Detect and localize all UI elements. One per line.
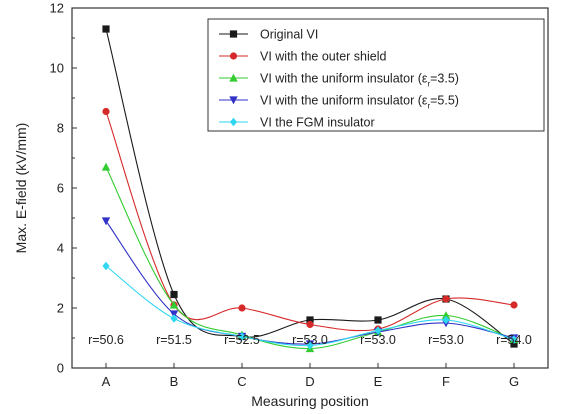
- radius-annotation: r=54.0: [496, 333, 532, 347]
- y-tick-label: 8: [57, 121, 64, 136]
- data-point-marker: [102, 261, 110, 271]
- series-line: [105, 111, 515, 332]
- legend-box: [207, 18, 545, 132]
- data-point-marker: [169, 300, 179, 309]
- data-point-marker: [101, 217, 111, 226]
- radius-annotation: r=52.5: [224, 333, 260, 347]
- y-tick-label: 0: [57, 361, 64, 376]
- legend-label: VI with the outer shield: [260, 50, 387, 64]
- data-point-marker: [306, 316, 314, 324]
- data-point-marker: [101, 162, 111, 171]
- y-tick-label: 12: [50, 1, 64, 16]
- x-tick-label: E: [374, 374, 383, 389]
- y-axis-title: Max. E-field (kV/mm): [13, 123, 29, 254]
- data-point-marker: [510, 340, 518, 348]
- series-group: [101, 217, 519, 349]
- data-point-marker: [510, 335, 518, 344]
- x-tick-label: D: [305, 374, 314, 389]
- data-point-marker: [374, 326, 382, 335]
- x-tick-label: F: [442, 374, 450, 389]
- data-point-marker: [510, 301, 518, 309]
- x-tick-label: C: [237, 374, 246, 389]
- legend-marker: [229, 96, 238, 105]
- series-group: [102, 261, 518, 350]
- y-tick-label: 2: [57, 301, 64, 316]
- x-tick-label: A: [102, 374, 111, 389]
- data-point-marker: [238, 332, 246, 341]
- y-tick-label: 6: [57, 181, 64, 196]
- radius-annotation: r=51.5: [156, 333, 192, 347]
- radius-annotation: r=53.0: [360, 333, 396, 347]
- legend-marker: [229, 52, 238, 60]
- data-point-marker: [306, 341, 314, 350]
- y-tick-label: 10: [50, 61, 64, 76]
- data-point-marker: [306, 320, 314, 329]
- data-point-marker: [442, 315, 450, 325]
- series-group: [102, 107, 518, 333]
- y-tick-label: 4: [57, 241, 64, 256]
- legend-label: VI the FGM insulator: [260, 116, 375, 130]
- data-point-marker: [102, 107, 110, 116]
- legend-label: VI with the uniform insulator (εr=5.5): [260, 94, 459, 111]
- data-point-marker: [374, 316, 382, 324]
- radius-annotation: r=53.0: [428, 333, 464, 347]
- x-tick-label: G: [509, 374, 519, 389]
- legend-marker: [229, 117, 238, 127]
- data-point-marker: [170, 290, 178, 299]
- data-point-marker: [102, 25, 110, 33]
- data-point-marker: [238, 304, 246, 312]
- data-point-marker: [441, 311, 451, 320]
- radius-annotation: r=50.6: [88, 333, 124, 347]
- data-point-marker: [170, 314, 178, 323]
- radius-annotation: r=53.0: [292, 333, 328, 347]
- legend-marker: [229, 73, 238, 82]
- data-point-marker: [442, 295, 450, 303]
- legend-label: Original VI: [260, 28, 318, 42]
- legend-marker: [229, 30, 238, 38]
- x-tick-label: B: [170, 374, 179, 389]
- legend-label: VI with the uniform insulator (εr=3.5): [260, 72, 459, 89]
- x-axis-title: Measuring position: [251, 393, 369, 409]
